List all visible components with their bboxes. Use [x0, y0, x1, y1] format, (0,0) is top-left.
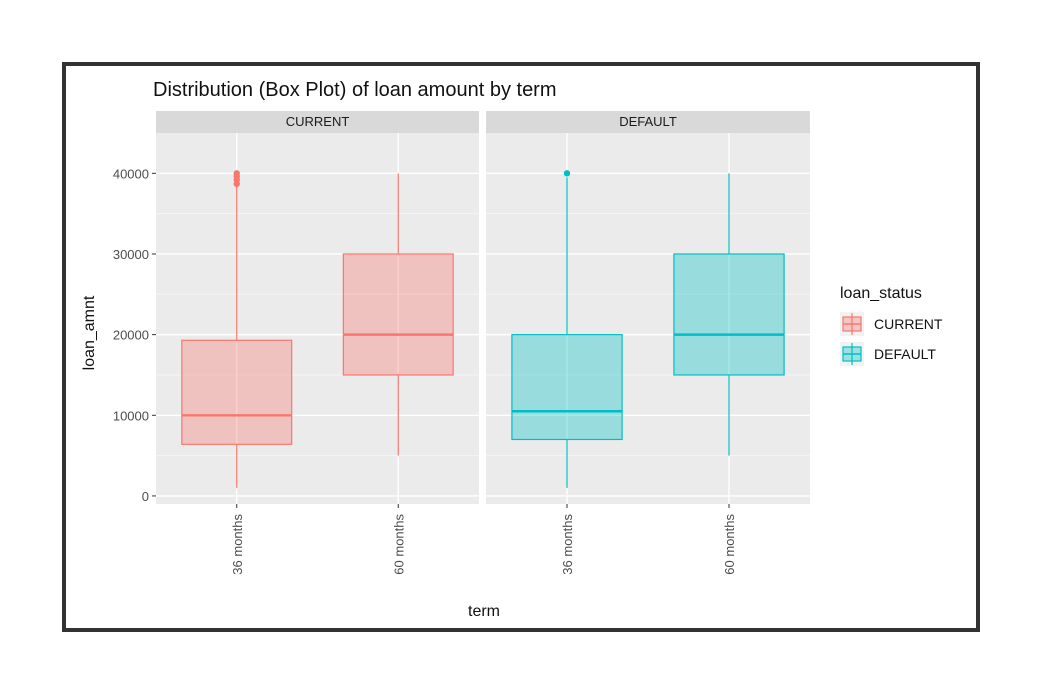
box-iqr	[181, 339, 293, 445]
legend-label: DEFAULT	[874, 346, 936, 362]
facet-strip-label: CURRENT	[286, 114, 350, 129]
facet-strip-label: DEFAULT	[619, 114, 677, 129]
legend-entry-current: CURRENT	[840, 312, 943, 336]
box-iqr	[342, 253, 454, 376]
x-tick-label: 60 months	[722, 514, 737, 575]
box-current-60-months	[342, 173, 454, 456]
x-tick-label: 60 months	[391, 514, 406, 575]
legend-entry-default: DEFAULT	[840, 342, 936, 366]
x-tick-label: 36 months	[230, 514, 245, 575]
y-axis: 0 10000 20000 30000 40000	[113, 166, 156, 504]
box-iqr	[511, 334, 623, 441]
panel-background	[156, 133, 479, 504]
panel-background	[486, 133, 810, 504]
x-tick-label: 36 months	[560, 514, 575, 575]
y-axis-title: loan_amnt	[81, 295, 98, 370]
chart-frame: Distribution (Box Plot) of loan amount b…	[62, 62, 980, 632]
y-tick-label: 40000	[113, 166, 149, 181]
x-axis: 36 months 60 months 36 months 60 months	[230, 504, 737, 575]
x-axis-title: term	[468, 603, 500, 620]
facet-panels: CURRENT DEFAULT	[156, 111, 810, 504]
outlier-point	[233, 170, 240, 177]
box-current-36-months	[181, 170, 293, 488]
facet-panel-default: DEFAULT	[486, 111, 810, 504]
y-tick-label: 20000	[113, 328, 149, 343]
legend: loan_status CURRENT DEFAULT	[840, 285, 943, 366]
box-default-60-months	[673, 173, 785, 456]
legend-label: CURRENT	[874, 316, 943, 332]
box-iqr	[673, 253, 785, 376]
box-default-36-months	[511, 170, 623, 488]
outlier-point	[563, 170, 571, 177]
y-tick-label: 0	[142, 489, 149, 504]
legend-title: loan_status	[840, 285, 922, 302]
chart-title: Distribution (Box Plot) of loan amount b…	[153, 79, 557, 101]
box-plot-chart: Distribution (Box Plot) of loan amount b…	[81, 79, 943, 620]
facet-panel-current: CURRENT	[156, 111, 479, 504]
y-tick-label: 10000	[113, 408, 149, 423]
facet-strip-current	[156, 111, 479, 133]
y-tick-label: 30000	[113, 247, 149, 262]
facet-strip-default	[486, 111, 810, 133]
